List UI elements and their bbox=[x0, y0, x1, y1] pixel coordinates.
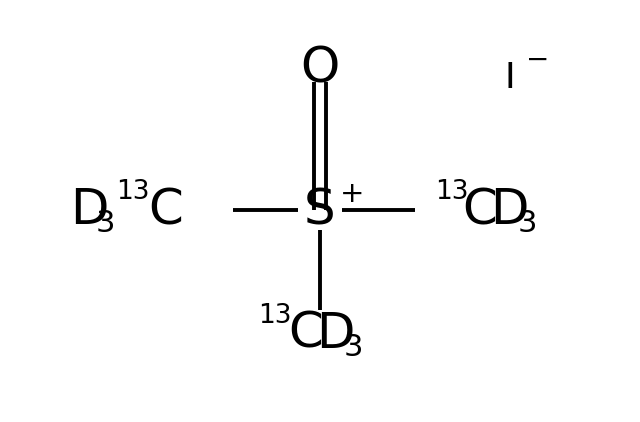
Text: O: O bbox=[300, 44, 340, 92]
Text: D: D bbox=[70, 186, 109, 234]
Text: 13: 13 bbox=[258, 303, 291, 329]
Text: D: D bbox=[316, 310, 355, 358]
Text: C: C bbox=[148, 186, 183, 234]
Text: +: + bbox=[340, 180, 365, 208]
Text: I: I bbox=[505, 61, 516, 95]
Text: C: C bbox=[462, 186, 497, 234]
Text: 3: 3 bbox=[96, 208, 115, 238]
Text: 3: 3 bbox=[344, 333, 364, 362]
Text: 13: 13 bbox=[116, 179, 150, 205]
Text: 3: 3 bbox=[518, 208, 538, 238]
Text: D: D bbox=[490, 186, 529, 234]
Text: S: S bbox=[304, 186, 336, 234]
Text: C: C bbox=[288, 310, 323, 358]
Text: 13: 13 bbox=[435, 179, 468, 205]
Text: −: − bbox=[526, 46, 549, 74]
